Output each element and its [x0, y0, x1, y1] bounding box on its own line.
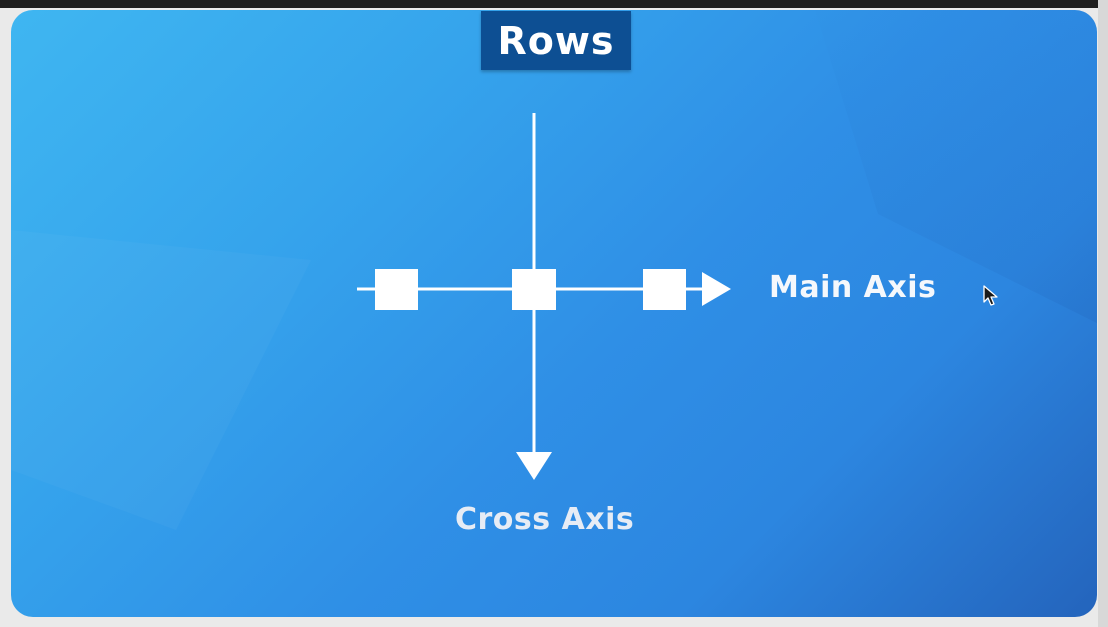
slide-title: Rows	[497, 18, 615, 63]
cross-axis-arrowhead	[516, 452, 552, 480]
window-edge	[1098, 0, 1108, 627]
main-axis-label: Main Axis	[769, 270, 937, 305]
cross-axis-label: Cross Axis	[455, 502, 635, 537]
slide: Rows Main Axis Cross Axis	[11, 10, 1097, 617]
row-item	[375, 269, 418, 310]
title-badge: Rows	[481, 11, 631, 70]
axis-diagram	[357, 113, 731, 480]
mouse-pointer-icon	[983, 285, 998, 306]
row-item	[512, 269, 556, 310]
main-axis-arrowhead	[702, 272, 731, 306]
row-item	[643, 269, 686, 310]
